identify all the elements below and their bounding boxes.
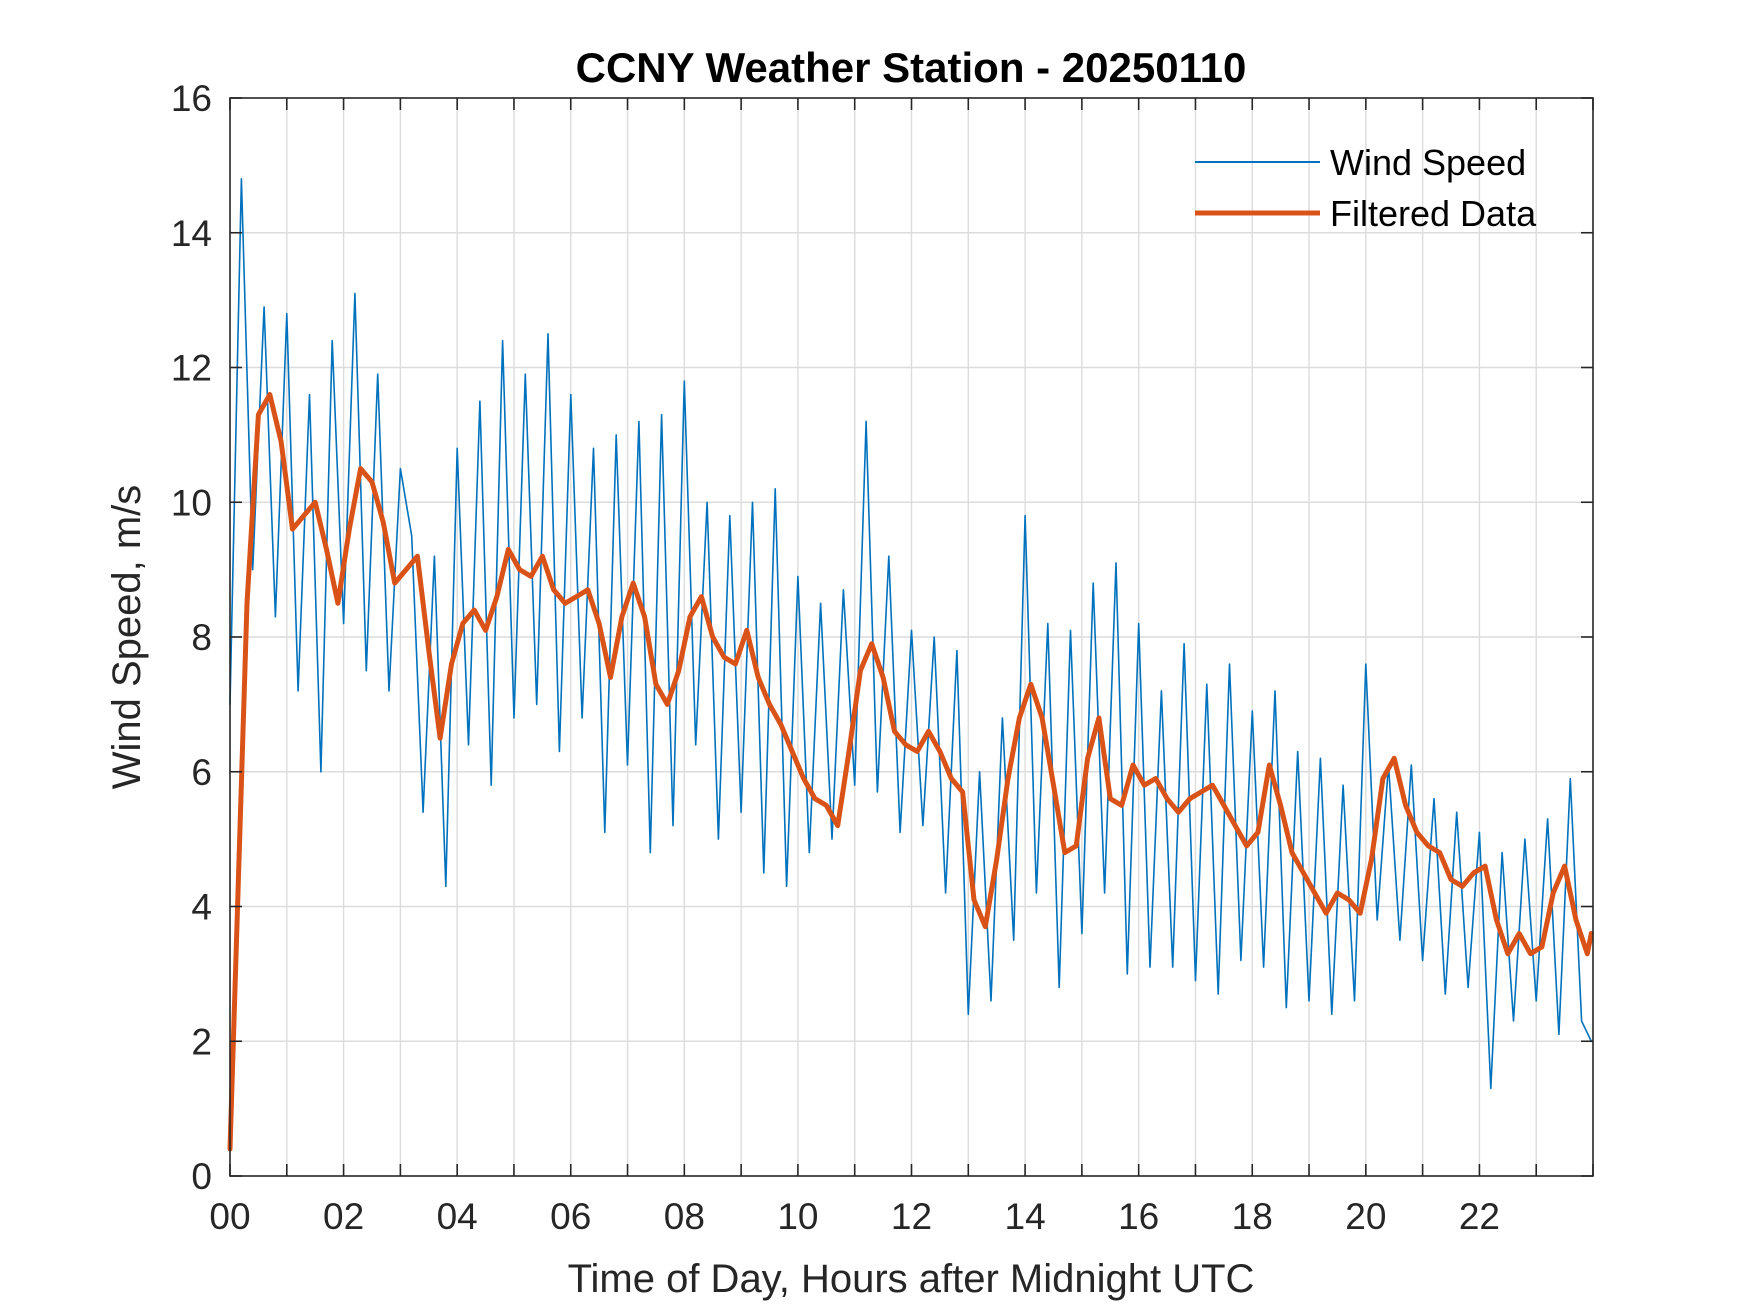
y-tick-label: 16 (171, 78, 212, 119)
x-tick-label: 08 (664, 1196, 705, 1237)
x-tick-label: 20 (1345, 1196, 1386, 1237)
y-tick-label: 0 (191, 1156, 212, 1197)
y-tick-label: 8 (191, 617, 212, 658)
x-tick-label: 18 (1232, 1196, 1273, 1237)
y-tick-label: 4 (191, 887, 212, 928)
x-tick-label: 04 (437, 1196, 478, 1237)
chart-title: CCNY Weather Station - 20250110 (576, 44, 1247, 91)
x-tick-label: 00 (209, 1196, 250, 1237)
x-tick-label: 16 (1118, 1196, 1159, 1237)
y-tick-label: 14 (171, 213, 212, 254)
ticks (229, 97, 1594, 1177)
x-tick-label: 06 (550, 1196, 591, 1237)
y-tick-label: 10 (171, 482, 212, 523)
legend-label-wind-speed: Wind Speed (1330, 142, 1526, 183)
x-tick-label: 10 (777, 1196, 818, 1237)
y-axis-label: Wind Speed, m/s (105, 485, 149, 790)
series-line-filtered-data (227, 392, 1594, 1152)
y-tick-label: 2 (191, 1021, 212, 1062)
series-line-wind-speed (229, 178, 1593, 1090)
y-tick-label: 12 (171, 348, 212, 389)
x-tick-label: 22 (1459, 1196, 1500, 1237)
x-tick-label: 02 (323, 1196, 364, 1237)
legend: Wind Speed Filtered Data (1195, 142, 1537, 234)
x-tick-label: 14 (1005, 1196, 1046, 1237)
series-layer (227, 178, 1594, 1152)
x-axis-label: Time of Day, Hours after Midnight UTC (568, 1257, 1255, 1301)
legend-label-filtered-data: Filtered Data (1330, 193, 1537, 234)
y-tick-label: 6 (191, 752, 212, 793)
x-tick-label: 12 (891, 1196, 932, 1237)
